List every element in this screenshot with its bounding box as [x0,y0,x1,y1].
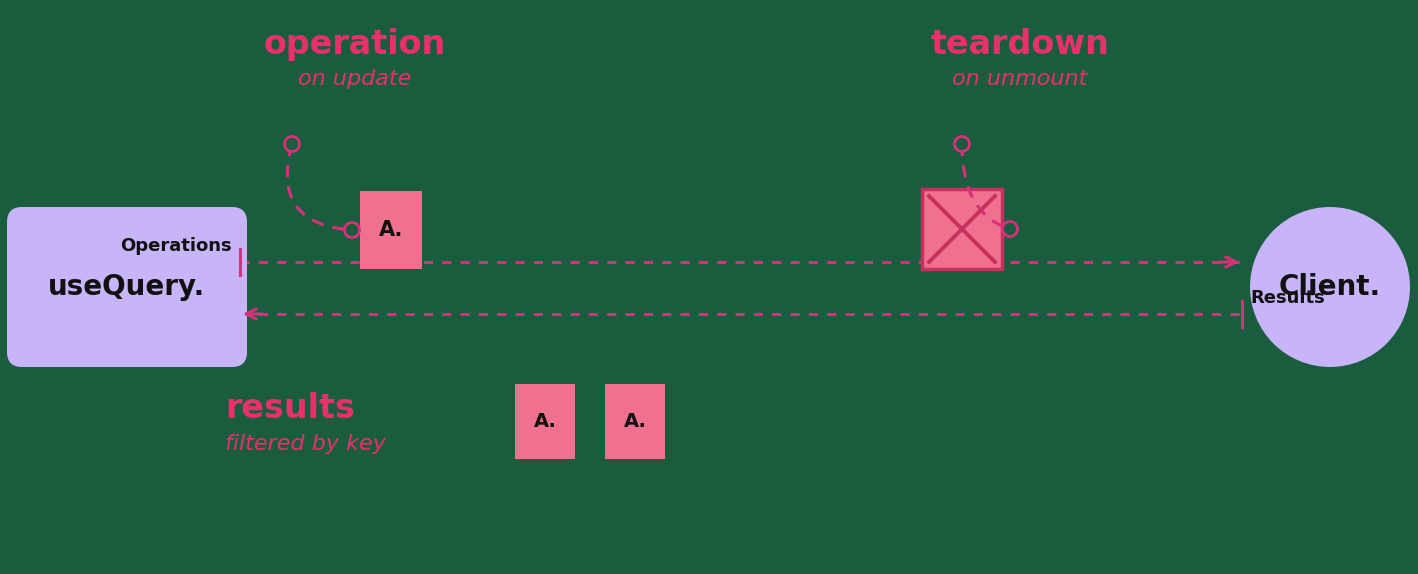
Circle shape [954,137,970,152]
Text: operation: operation [264,28,447,60]
Text: on unmount: on unmount [953,69,1088,89]
Circle shape [345,223,360,238]
Text: Operations: Operations [121,237,233,255]
Text: A.: A. [533,412,556,431]
Circle shape [285,137,299,152]
Text: Results: Results [1251,289,1324,307]
Text: A.: A. [624,412,647,431]
Text: Client.: Client. [1279,273,1381,301]
Text: teardown: teardown [930,28,1109,60]
Text: on update: on update [298,69,411,89]
FancyBboxPatch shape [515,384,576,459]
FancyBboxPatch shape [7,207,247,367]
Text: results: results [225,393,354,425]
Circle shape [1251,207,1409,367]
FancyBboxPatch shape [605,384,665,459]
FancyBboxPatch shape [922,189,1003,269]
Text: A.: A. [379,220,403,240]
Text: filtered by key: filtered by key [225,434,386,454]
Circle shape [1003,222,1018,236]
Text: useQuery.: useQuery. [48,273,206,301]
FancyBboxPatch shape [360,191,423,269]
